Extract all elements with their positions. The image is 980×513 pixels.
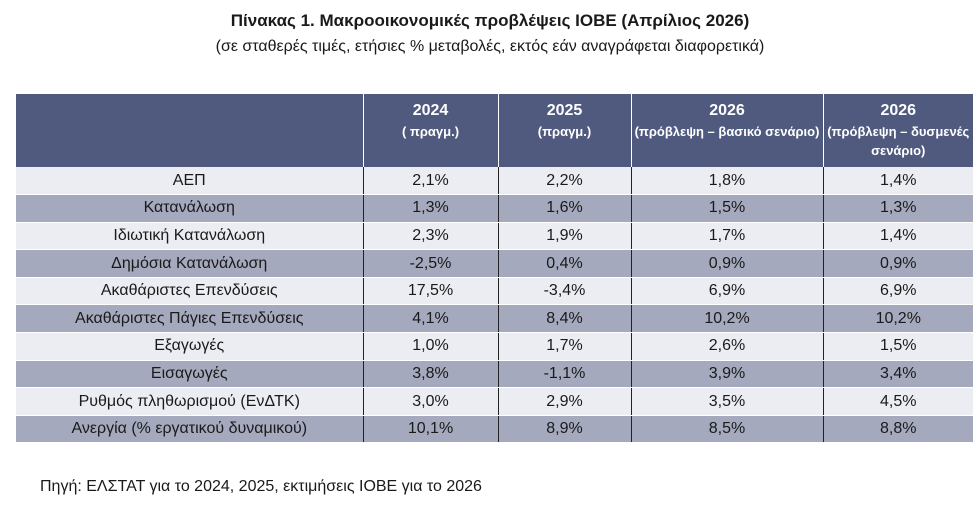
header-subtitle: (πραγμ.) (537, 124, 592, 139)
header-cell-2025: 2025 (πραγμ.) (498, 94, 632, 167)
value-cell: 2,6% (631, 332, 824, 361)
table-row: Ακαθάριστες Πάγιες Επενδύσεις 4,1% 8,4% 10,… (16, 304, 973, 334)
header-subtitle: ( πραγμ.) (401, 124, 460, 139)
value-cell: 1,4% (823, 222, 973, 251)
value-cell: 8,4% (498, 304, 632, 334)
table-body: ΑΕΠ 2,1% 2,2% 1,8% 1,4% Κατανάλωση 1,3% 1,6% 1,5… (16, 167, 973, 444)
value-cell: 1,5% (823, 332, 973, 361)
header-subtitle: (πρόβλεψη – βασικό σενάριο) (634, 124, 820, 139)
header-year: 2025 (546, 102, 583, 119)
value-cell: 2,3% (363, 222, 499, 251)
table-title: Πίνακας 1. Μακροοικονομικές προβλέψεις Ι… (230, 11, 750, 30)
row-label: Ανεργία (% εργατικού δυναμικού) (16, 415, 364, 444)
row-label: Ιδιωτική Κατανάλωση (16, 222, 364, 251)
value-cell: 0,9% (631, 249, 824, 278)
table-row: ΑΕΠ 2,1% 2,2% 1,8% 1,4% (16, 167, 973, 196)
value-cell: 2,9% (498, 387, 632, 416)
header-year (18, 94, 361, 100)
value-cell: 3,0% (363, 387, 499, 416)
value-cell: 10,2% (631, 304, 824, 334)
value-cell: 17,5% (363, 277, 499, 306)
header-cell-2024: 2024 ( πραγμ.) (363, 94, 499, 167)
value-cell: 1,3% (823, 194, 973, 223)
value-cell: 0,9% (823, 249, 973, 278)
value-cell: 1,4% (823, 167, 973, 196)
header-subtitle: (πρόβλεψη – δυσμενές σενάριο) (827, 124, 970, 158)
value-cell: 8,5% (631, 415, 824, 444)
value-cell: -3,4% (498, 277, 632, 306)
table-row: Ρυθμός πληθωρισμού (ΕνΔΤΚ) 3,0% 2,9% 3,5% 4,… (16, 387, 973, 416)
table-row: Ιδιωτική Κατανάλωση 2,3% 1,9% 1,7% 1,4% (16, 222, 973, 251)
forecast-table: 2024 ( πραγμ.) 2025 (πραγμ.) 2026 (πρόβλ… (16, 94, 973, 444)
value-cell: 4,5% (823, 387, 973, 416)
value-cell: 1,7% (631, 222, 824, 251)
table-row: Εξαγωγές 1,0% 1,7% 2,6% 1,5% (16, 332, 973, 361)
value-cell: 1,7% (498, 332, 632, 361)
table-subtitle: (σε σταθερές τιμές, ετήσιες % μεταβολές,… (215, 38, 765, 55)
row-label: Εξαγωγές (16, 332, 364, 361)
value-cell: 0,4% (498, 249, 632, 278)
value-cell: 10,2% (823, 304, 973, 334)
table-row: Ακαθάριστες Επενδύσεις 17,5% -3,4% 6,9% 6,9% (16, 277, 973, 306)
row-label: Ακαθάριστες Επενδύσεις (16, 277, 364, 306)
header-year: 2026 (880, 102, 917, 119)
value-cell: 2,2% (498, 167, 632, 196)
table-row: Δημόσια Κατανάλωση -2,5% 0,4% 0,9% 0,9% (16, 249, 973, 278)
value-cell: 3,5% (631, 387, 824, 416)
table-row: Εισαγωγές 3,8% -1,1% 3,9% 3,4% (16, 360, 973, 389)
row-label: Ακαθάριστες Πάγιες Επενδύσεις (16, 304, 364, 334)
value-cell: 1,0% (363, 332, 499, 361)
row-label: Εισαγωγές (16, 360, 364, 389)
value-cell: 1,5% (631, 194, 824, 223)
header-cell-label (16, 94, 364, 167)
value-cell: 3,8% (363, 360, 499, 389)
row-label: Ρυθμός πληθωρισμού (ΕνΔΤΚ) (16, 387, 364, 416)
value-cell: 6,9% (823, 277, 973, 306)
header-row: 2024 ( πραγμ.) 2025 (πραγμ.) 2026 (πρόβλ… (16, 94, 973, 167)
value-cell: -1,1% (498, 360, 632, 389)
value-cell: 6,9% (631, 277, 824, 306)
row-label: Κατανάλωση (16, 194, 364, 223)
table-header: 2024 ( πραγμ.) 2025 (πραγμ.) 2026 (πρόβλ… (16, 94, 973, 167)
header-cell-2026-adverse: 2026 (πρόβλεψη – δυσμενές σενάριο) (823, 94, 973, 167)
value-cell: 2,1% (363, 167, 499, 196)
value-cell: -2,5% (363, 249, 499, 278)
value-cell: 1,3% (363, 194, 499, 223)
value-cell: 3,4% (823, 360, 973, 389)
value-cell: 8,9% (498, 415, 632, 444)
row-label: Δημόσια Κατανάλωση (16, 249, 364, 278)
table-row: Ανεργία (% εργατικού δυναμικού) 10,1% 8,9%… (16, 415, 973, 444)
value-cell: 8,8% (823, 415, 973, 444)
value-cell: 3,9% (631, 360, 824, 389)
value-cell: 1,8% (631, 167, 824, 196)
header-year: 2026 (709, 102, 745, 119)
header-cell-2026-base: 2026 (πρόβλεψη – βασικό σενάριο) (631, 94, 824, 167)
source-note: Πηγή: ΕΛΣΤΑΤ για το 2024, 2025, εκτιμήσε… (40, 478, 482, 495)
value-cell: 1,6% (498, 194, 632, 223)
header-year: 2024 (412, 102, 449, 119)
value-cell: 4,1% (363, 304, 499, 334)
value-cell: 10,1% (363, 415, 499, 444)
value-cell: 1,9% (498, 222, 632, 251)
row-label: ΑΕΠ (16, 167, 364, 196)
table-row: Κατανάλωση 1,3% 1,6% 1,5% 1,3% (16, 194, 973, 223)
